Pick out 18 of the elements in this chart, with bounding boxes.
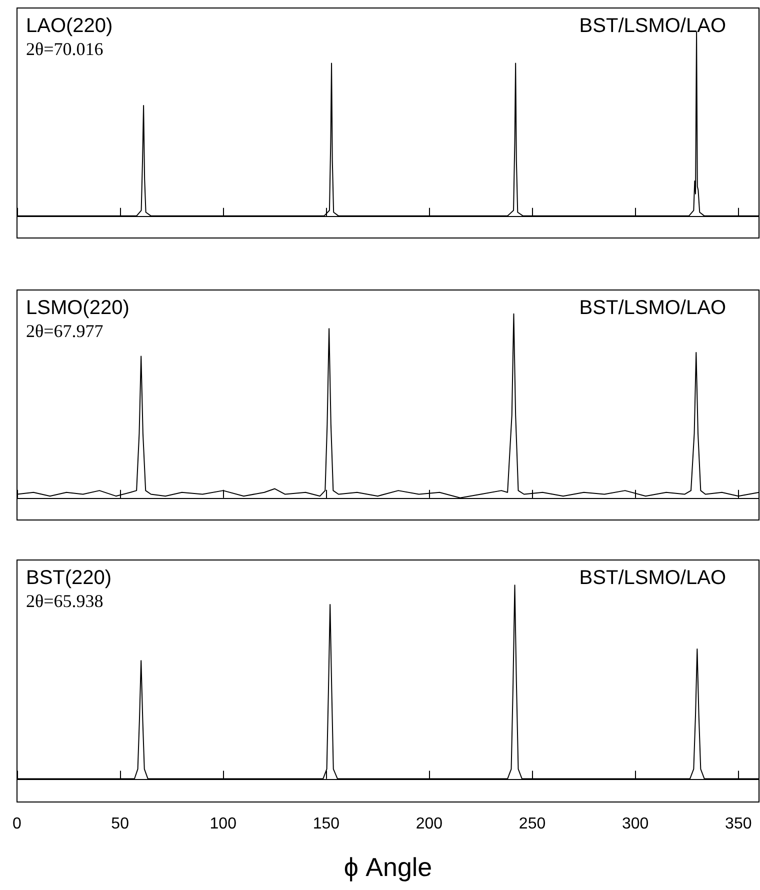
x-tick-label: 200 bbox=[416, 816, 443, 832]
annotation: 2θ=70.016 bbox=[26, 39, 104, 59]
x-tick-label: 250 bbox=[518, 816, 546, 832]
x-tick-label: 0 bbox=[12, 816, 22, 832]
annotation: BST/LSMO/LAO bbox=[579, 567, 726, 589]
annotation: BST(220) bbox=[26, 567, 112, 589]
x-tick-label: 350 bbox=[725, 816, 752, 832]
annotation: 2θ=65.938 bbox=[26, 591, 104, 611]
x-tick-label: 50 bbox=[111, 816, 130, 832]
annotation: BST/LSMO/LAO bbox=[579, 15, 726, 37]
x-axis-title: ϕ Angle bbox=[344, 852, 432, 882]
x-tick-label: 150 bbox=[312, 816, 340, 832]
x-tick-label: 300 bbox=[622, 816, 649, 832]
annotation: 2θ=67.977 bbox=[26, 321, 104, 341]
annotation: LAO(220) bbox=[26, 15, 113, 37]
x-tick-label: 100 bbox=[210, 816, 237, 832]
annotation: LSMO(220) bbox=[26, 297, 130, 319]
annotation: BST/LSMO/LAO bbox=[579, 297, 726, 319]
